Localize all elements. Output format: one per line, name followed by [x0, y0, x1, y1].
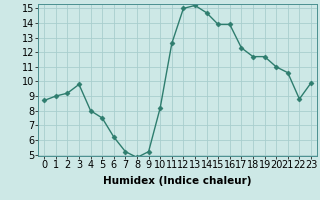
X-axis label: Humidex (Indice chaleur): Humidex (Indice chaleur) [103, 176, 252, 186]
